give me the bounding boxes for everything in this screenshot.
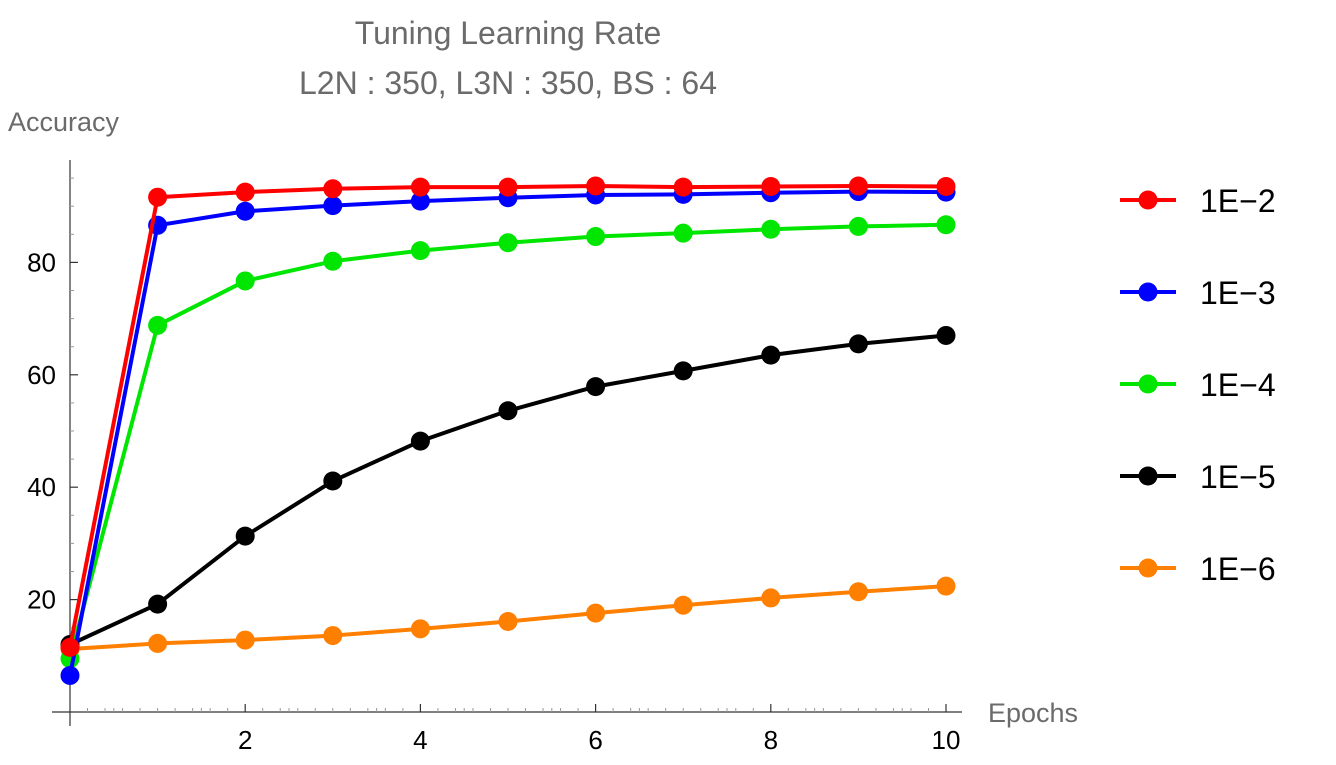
data-point bbox=[936, 177, 956, 197]
data-point bbox=[235, 271, 255, 291]
ticks: 2 4 6 8 10 20 40 60 80 bbox=[27, 177, 961, 755]
data-point bbox=[323, 196, 343, 216]
data-point bbox=[323, 626, 343, 646]
legend-item: 1E−4 bbox=[1120, 367, 1276, 403]
data-point bbox=[848, 334, 868, 354]
legend-label: 1E−4 bbox=[1200, 367, 1276, 403]
data-point bbox=[410, 241, 430, 261]
chart-subtitle: L2N : 350, L3N : 350, BS : 64 bbox=[299, 65, 717, 101]
data-point bbox=[848, 176, 868, 196]
data-point bbox=[586, 377, 606, 397]
y-tick-label: 60 bbox=[27, 360, 56, 390]
data-point bbox=[323, 179, 343, 199]
legend: 1E−2 1E−3 1E−4 1E−5 1E−6 bbox=[1120, 183, 1276, 587]
series-1E−6 bbox=[60, 576, 956, 659]
data-point bbox=[498, 177, 518, 197]
legend-swatch-marker bbox=[1138, 190, 1158, 210]
data-point bbox=[148, 315, 168, 335]
legend-item: 1E−3 bbox=[1120, 275, 1276, 311]
legend-swatch-marker bbox=[1138, 374, 1158, 394]
data-point bbox=[235, 182, 255, 202]
data-point bbox=[410, 619, 430, 639]
data-point bbox=[586, 603, 606, 623]
data-point bbox=[761, 588, 781, 608]
data-point bbox=[673, 595, 693, 615]
x-tick-label: 8 bbox=[764, 725, 778, 755]
data-point bbox=[323, 471, 343, 491]
legend-swatch-marker bbox=[1138, 282, 1158, 302]
data-point bbox=[673, 223, 693, 243]
series-1E−2 bbox=[60, 176, 956, 657]
data-point bbox=[410, 191, 430, 211]
series-1E−5 bbox=[60, 325, 956, 655]
legend-label: 1E−6 bbox=[1200, 551, 1276, 587]
series-line bbox=[68, 189, 947, 676]
data-point bbox=[235, 630, 255, 650]
legend-label: 1E−2 bbox=[1200, 183, 1276, 219]
data-point bbox=[936, 215, 956, 235]
data-point bbox=[498, 233, 518, 253]
legend-item: 1E−2 bbox=[1120, 183, 1276, 219]
data-point bbox=[586, 176, 606, 196]
y-tick-label: 20 bbox=[27, 585, 56, 615]
x-tick-label: 6 bbox=[588, 725, 602, 755]
data-point bbox=[673, 177, 693, 197]
y-tick-label: 40 bbox=[27, 472, 56, 502]
axes bbox=[52, 160, 962, 726]
legend-label: 1E−3 bbox=[1200, 275, 1276, 311]
data-point bbox=[148, 594, 168, 614]
data-point bbox=[60, 637, 80, 657]
chart-title: Tuning Learning Rate bbox=[355, 15, 662, 51]
data-point bbox=[148, 633, 168, 653]
legend-swatch-marker bbox=[1138, 466, 1158, 486]
legend-swatch-marker bbox=[1138, 558, 1158, 578]
data-point bbox=[498, 612, 518, 632]
series-1E−3 bbox=[60, 182, 956, 685]
data-point bbox=[498, 401, 518, 421]
data-point bbox=[235, 526, 255, 546]
x-tick-label: 10 bbox=[932, 725, 961, 755]
y-axis-label: Accuracy bbox=[8, 107, 120, 137]
data-point bbox=[410, 177, 430, 197]
series-line bbox=[69, 333, 947, 647]
data-point bbox=[761, 177, 781, 197]
data-point bbox=[673, 361, 693, 381]
data-point bbox=[410, 431, 430, 451]
data-point bbox=[761, 219, 781, 239]
data-point bbox=[936, 325, 956, 345]
data-point bbox=[60, 665, 80, 685]
legend-item: 1E−6 bbox=[1120, 551, 1276, 587]
data-point bbox=[936, 576, 956, 596]
data-point bbox=[235, 201, 255, 221]
data-point bbox=[761, 345, 781, 365]
x-axis-label: Epochs bbox=[988, 698, 1078, 728]
series-layer bbox=[60, 176, 956, 685]
legend-item: 1E−5 bbox=[1120, 459, 1276, 495]
data-point bbox=[323, 251, 343, 271]
x-tick-label: 4 bbox=[413, 725, 427, 755]
x-tick-label: 2 bbox=[238, 725, 252, 755]
data-point bbox=[148, 187, 168, 207]
data-point bbox=[848, 216, 868, 236]
data-point bbox=[848, 582, 868, 602]
series-1E−4 bbox=[60, 215, 956, 669]
legend-label: 1E−5 bbox=[1200, 459, 1276, 495]
y-tick-label: 80 bbox=[27, 247, 56, 277]
data-point bbox=[586, 227, 606, 247]
